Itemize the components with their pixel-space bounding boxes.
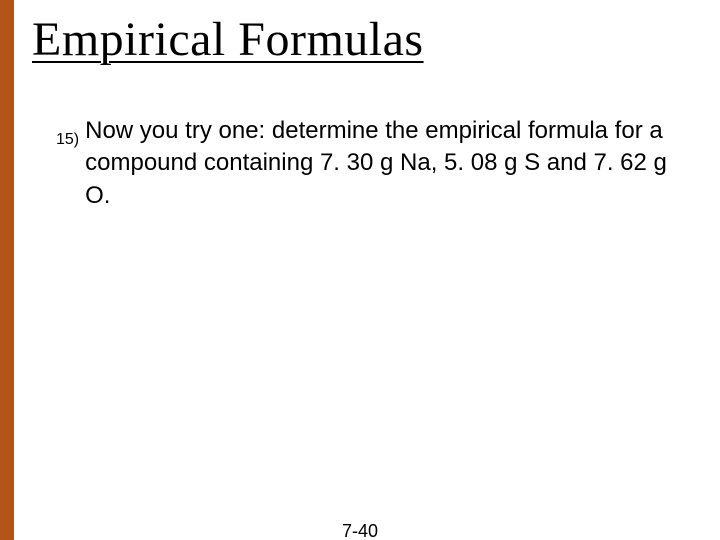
list-item: 15) Now you try one: determine the empir… xyxy=(56,115,676,212)
accent-left-bar xyxy=(0,0,14,540)
item-body: Now you try one: determine the empirical… xyxy=(85,115,676,212)
page-number: 7-40 xyxy=(0,521,720,540)
page-title: Empirical Formulas xyxy=(32,12,424,67)
item-number: 15) xyxy=(56,129,79,151)
content-area: 15) Now you try one: determine the empir… xyxy=(56,115,676,212)
